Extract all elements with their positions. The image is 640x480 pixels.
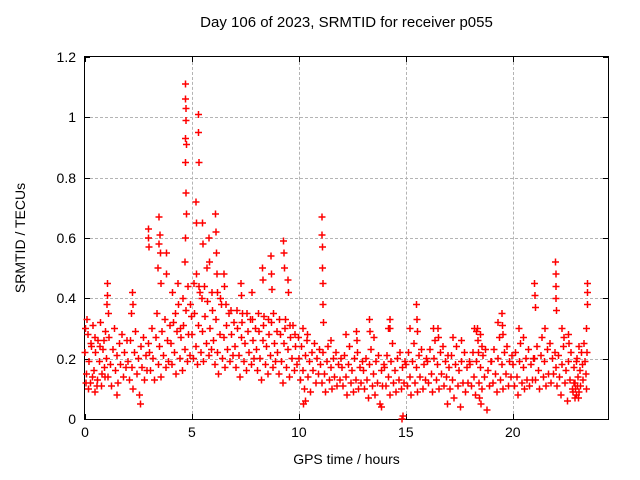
x-tick-20 — [512, 414, 514, 419]
y-tick-label-0.6: 0.6 — [56, 230, 76, 246]
x-tick-10 — [298, 414, 300, 419]
x-tick-5 — [191, 414, 193, 419]
x-tick-top-15 — [405, 57, 407, 62]
y-tick-0.2 — [85, 358, 90, 360]
x-tick-top-0 — [85, 57, 86, 62]
grid-line-x-20 — [512, 57, 514, 419]
x-tick-label-20: 20 — [505, 424, 521, 440]
grid-line-x-10 — [298, 57, 300, 419]
x-tick-label-5: 5 — [188, 424, 196, 440]
chart-title: Day 106 of 2023, SRMTID for receiver p05… — [200, 14, 493, 31]
y-tick-right-0.4 — [603, 298, 608, 300]
y-tick-right-1 — [603, 117, 608, 119]
y-tick-1 — [85, 117, 90, 119]
y-tick-label-0.8: 0.8 — [56, 169, 76, 186]
y-tick-0.4 — [85, 298, 90, 300]
y-tick-right-0.8 — [603, 177, 608, 179]
grid-line-y-0.2 — [85, 358, 608, 360]
grid-line-x-15 — [405, 57, 407, 419]
x-tick-0 — [85, 414, 86, 419]
grid-line-y-1 — [85, 117, 608, 119]
y-tick-right-0.6 — [603, 238, 608, 239]
y-tick-label-1.2: 1.2 — [56, 49, 76, 65]
scatter-points — [81, 80, 591, 423]
grid-line-y-0.6 — [85, 238, 608, 239]
x-tick-label-15: 15 — [398, 424, 414, 440]
y-tick-label-0.4: 0.4 — [56, 290, 76, 307]
grid-line-y-0.4 — [85, 298, 608, 300]
x-tick-top-5 — [191, 57, 193, 62]
y-tick-0.6 — [85, 238, 90, 239]
y-tick-label-0: 0 — [68, 411, 76, 427]
plot-area — [81, 56, 609, 423]
y-tick-0 — [85, 419, 90, 420]
grid-line-x-5 — [191, 57, 193, 419]
y-tick-right-0 — [603, 419, 608, 420]
y-tick-right-1.2 — [603, 57, 608, 58]
y-tick-label-0.2: 0.2 — [56, 350, 76, 367]
x-tick-top-20 — [512, 57, 514, 62]
y-tick-label-1: 1 — [68, 109, 76, 126]
y-tick-1.2 — [85, 57, 90, 58]
x-axis-label: GPS time / hours — [293, 451, 400, 467]
x-tick-label-0: 0 — [81, 424, 89, 440]
x-tick-top-10 — [298, 57, 300, 62]
scatter-marker-path — [81, 80, 591, 423]
grid-line-y-0.8 — [85, 177, 608, 179]
x-tick-label-10: 10 — [291, 424, 307, 440]
y-tick-0.8 — [85, 177, 90, 179]
y-tick-right-0.2 — [603, 358, 608, 360]
